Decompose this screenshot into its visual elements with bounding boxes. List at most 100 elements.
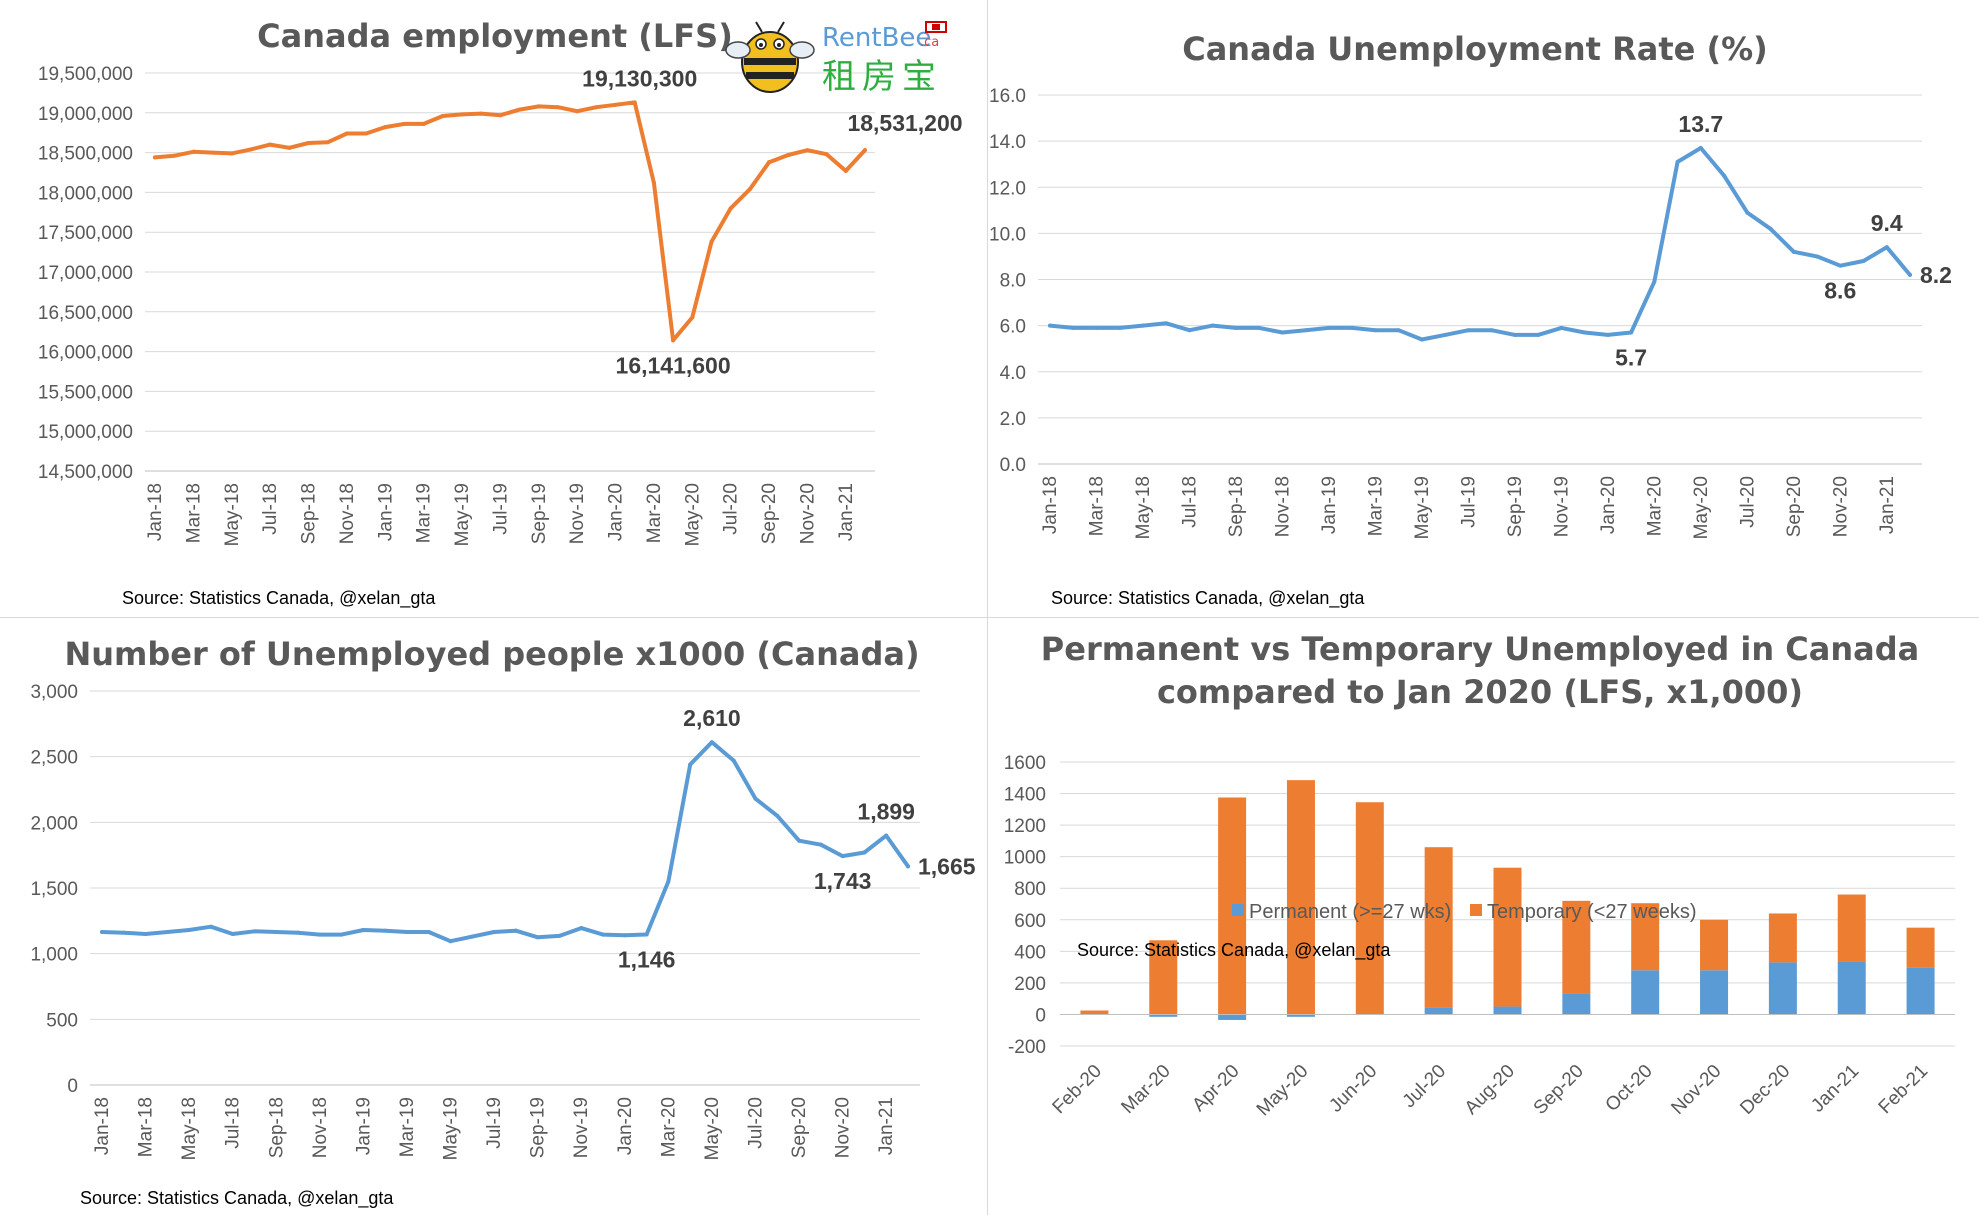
x-tick-label: May-20 — [1691, 476, 1712, 539]
data-point — [575, 109, 580, 114]
data-point — [230, 931, 235, 936]
x-tick-label: May-20 — [1253, 1061, 1313, 1121]
temporary-bar — [1355, 802, 1384, 1015]
unemployed-people-chart-panel: Number of Unemployed people x1000 (Canad… — [0, 620, 990, 1215]
data-point — [287, 145, 292, 150]
logo-chinese-text: 租房宝 — [822, 57, 942, 97]
data-label: 19,130,300 — [582, 65, 697, 91]
x-tick-label: May-19 — [441, 1097, 462, 1160]
y-tick-label: 2,500 — [30, 748, 78, 769]
x-tick-label: Jul-19 — [484, 1097, 505, 1149]
permanent-bar — [1218, 1014, 1247, 1020]
data-point — [579, 926, 584, 931]
data-point — [1629, 330, 1634, 335]
data-point — [153, 155, 157, 160]
x-tick-label: Mar-18 — [136, 1097, 157, 1157]
data-label: 8.6 — [1824, 278, 1856, 304]
data-point — [1257, 325, 1262, 330]
x-tick-label: May-19 — [452, 483, 473, 546]
data-point — [383, 928, 388, 933]
data-point — [884, 833, 889, 838]
data-point — [1326, 325, 1331, 330]
data-point — [306, 141, 311, 146]
data-point — [1698, 146, 1703, 151]
data-point — [1838, 263, 1843, 268]
x-tick-label: Jul-20 — [721, 483, 742, 535]
permanent-bar — [1631, 970, 1660, 1015]
data-label: 18,531,200 — [847, 110, 962, 136]
y-tick-label: 200 — [1014, 974, 1046, 995]
source-note: Source: Statistics Canada, @xelan_gta — [122, 588, 436, 609]
x-tick-label: Jul-20 — [746, 1097, 767, 1149]
permanent-bar — [1493, 1006, 1522, 1015]
data-point — [1350, 325, 1355, 330]
y-tick-label: 1200 — [1004, 816, 1046, 837]
x-tick-label: Sep-19 — [529, 483, 550, 544]
x-tick-label: Jul-18 — [260, 483, 281, 535]
data-point — [775, 813, 780, 818]
x-tick-label: Jan-18 — [92, 1097, 113, 1155]
x-tick-label: Nov-20 — [1667, 1061, 1725, 1119]
x-tick-label: Apr-20 — [1188, 1061, 1243, 1116]
data-point — [622, 933, 627, 938]
x-tick-label: Oct-20 — [1602, 1061, 1657, 1116]
bee-pupil — [777, 43, 781, 47]
y-tick-label: 1,000 — [30, 945, 78, 966]
y-tick-label: 16,000,000 — [38, 343, 133, 364]
permanent-temporary-chart: Permanent vs Temporary Unemployed in Can… — [1004, 630, 1955, 1121]
x-tick-label: Mar-20 — [658, 1097, 679, 1157]
x-tick-label: Mar-20 — [1644, 476, 1665, 536]
x-tick-label: Nov-18 — [1272, 476, 1293, 537]
x-tick-label: May-19 — [1412, 476, 1433, 539]
data-point — [1675, 159, 1680, 164]
legend-label: Temporary (<27 weeks) — [1487, 901, 1697, 923]
data-point — [1768, 226, 1773, 231]
data-point — [404, 929, 409, 934]
x-tick-label: Sep-18 — [299, 483, 320, 544]
data-point — [143, 931, 148, 936]
canada-flag-leaf — [932, 24, 940, 30]
x-tick-label: Jan-21 — [1807, 1061, 1863, 1117]
permanent-bar — [1906, 967, 1935, 1015]
x-tick-label: Dec-20 — [1736, 1061, 1794, 1119]
y-tick-label: 1,500 — [30, 879, 78, 900]
x-tick-label: Mar-18 — [183, 483, 204, 543]
bee-antenna — [777, 21, 785, 33]
data-point — [1512, 332, 1517, 337]
data-point — [536, 104, 541, 109]
x-tick-label: Nov-19 — [571, 1097, 592, 1158]
permanent-temporary-chart-panel: Permanent vs Temporary Unemployed in Can… — [990, 620, 1979, 1215]
data-point — [517, 107, 522, 112]
data-point — [535, 935, 540, 940]
x-tick-label: Sep-20 — [789, 1097, 810, 1158]
data-point — [513, 928, 518, 933]
x-tick-label: Jul-18 — [223, 1097, 244, 1149]
data-point — [601, 932, 606, 937]
series-line — [100, 740, 910, 944]
chart-title: Canada employment (LFS) — [257, 17, 733, 55]
y-tick-label: 800 — [1014, 879, 1046, 900]
data-point — [709, 239, 714, 244]
y-tick-label: 12.0 — [990, 178, 1026, 199]
data-point — [690, 315, 695, 320]
bee-wing — [789, 41, 815, 59]
x-tick-label: Sep-18 — [1226, 476, 1247, 537]
x-tick-label: Jan-18 — [145, 483, 166, 541]
temporary-bar — [1562, 900, 1591, 994]
x-tick-label: Jan-21 — [1877, 476, 1898, 534]
temporary-bar — [1424, 847, 1453, 1008]
y-tick-label: 19,000,000 — [38, 104, 133, 125]
data-point — [709, 740, 714, 745]
y-tick-label: 600 — [1014, 911, 1046, 932]
data-point — [470, 934, 475, 939]
data-point — [1582, 330, 1587, 335]
data-point — [1605, 332, 1610, 337]
data-point — [797, 838, 802, 843]
temporary-bar — [1906, 927, 1935, 968]
data-point — [1791, 249, 1796, 254]
data-point — [479, 111, 484, 116]
horizontal-divider — [0, 617, 1979, 618]
data-point — [252, 929, 257, 934]
data-label: 1,665 — [918, 853, 976, 879]
chart-title-line-2: compared to Jan 2020 (LFS, x1,000) — [1157, 673, 1803, 711]
